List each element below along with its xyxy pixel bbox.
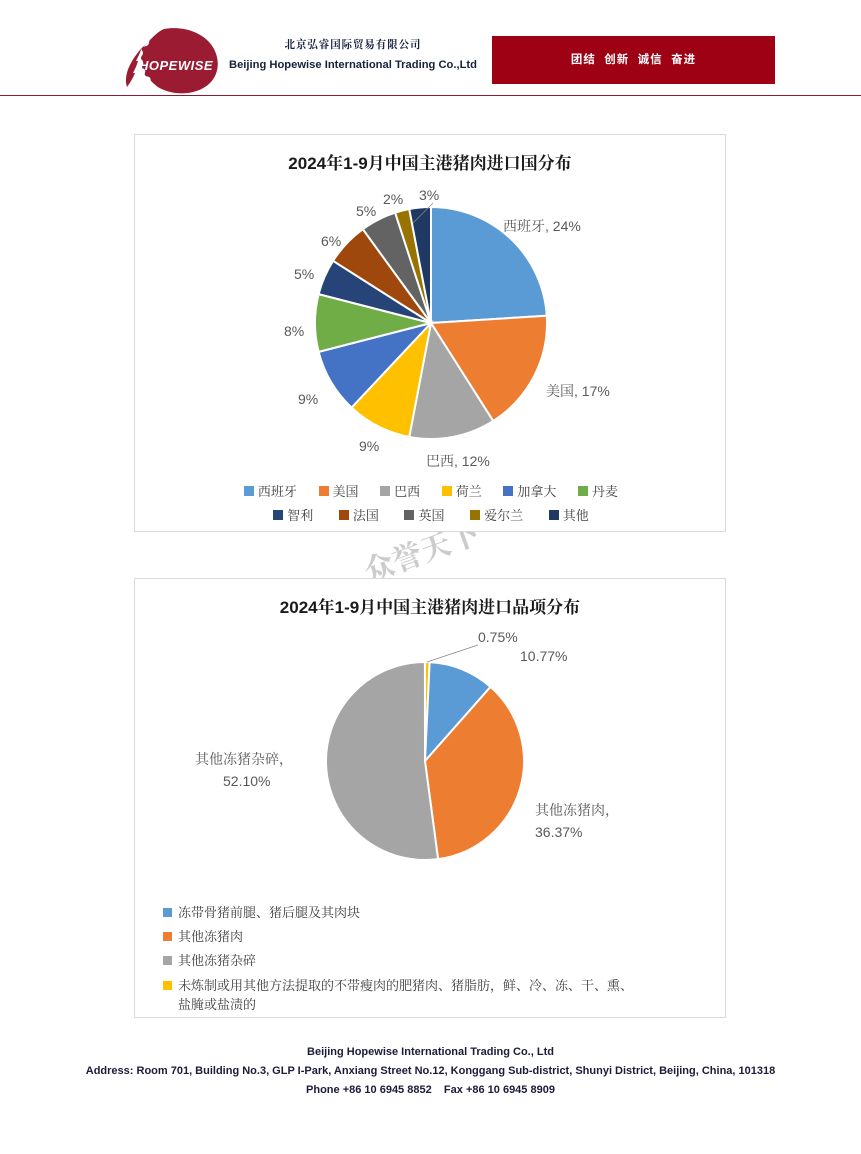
svg-text:3%: 3% — [419, 187, 439, 203]
svg-text:其他冻猪杂碎，: 其他冻猪杂碎， — [195, 751, 293, 768]
svg-text:6%: 6% — [321, 233, 341, 249]
svg-text:2%: 2% — [383, 191, 403, 207]
svg-text:巴西, 12%: 巴西, 12% — [426, 453, 490, 469]
svg-text:5%: 5% — [294, 266, 314, 282]
svg-text:美国, 17%: 美国, 17% — [546, 383, 610, 399]
svg-text:8%: 8% — [284, 323, 304, 339]
svg-text:5%: 5% — [356, 203, 376, 219]
svg-text:其他冻猪肉，: 其他冻猪肉， — [535, 802, 619, 819]
svg-text:9%: 9% — [298, 391, 318, 407]
svg-text:10.77%: 10.77% — [520, 648, 567, 664]
svg-text:HOPEWISE: HOPEWISE — [139, 58, 213, 73]
svg-text:西班牙, 24%: 西班牙, 24% — [503, 218, 581, 234]
svg-text:52.10%: 52.10% — [223, 773, 270, 789]
svg-text:9%: 9% — [359, 438, 379, 454]
svg-text:36.37%: 36.37% — [535, 824, 582, 840]
svg-text:0.75%: 0.75% — [478, 629, 518, 645]
